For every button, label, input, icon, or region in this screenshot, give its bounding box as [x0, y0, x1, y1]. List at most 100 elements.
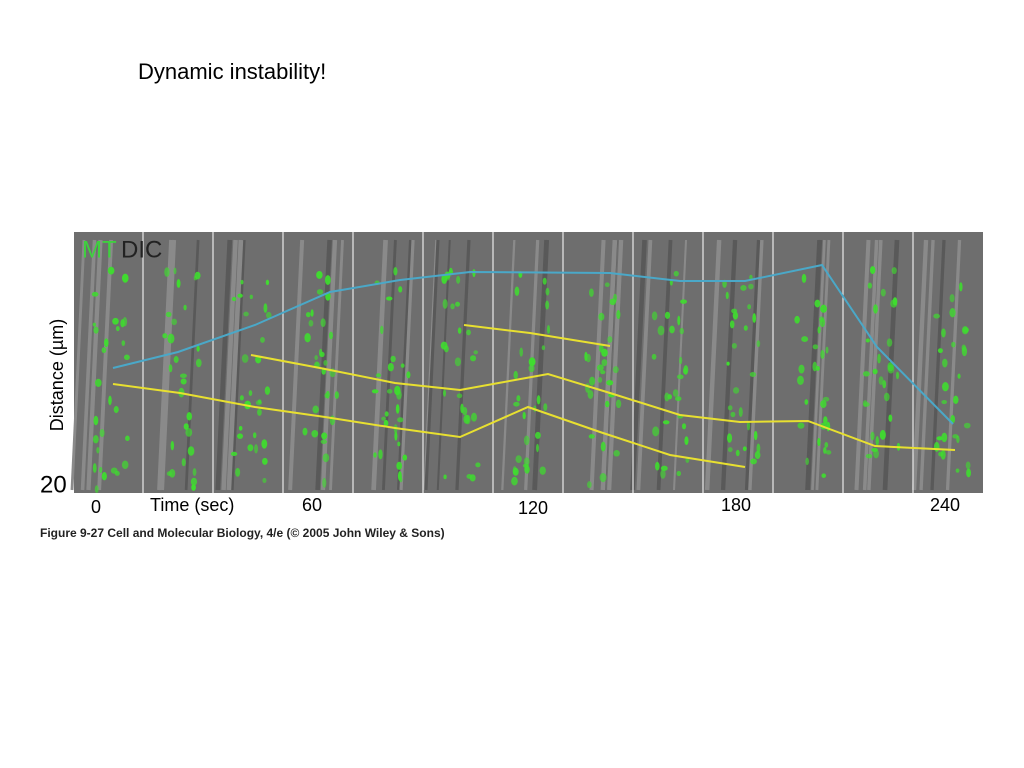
texture-streak [226, 239, 244, 491]
fluorescent-spot [750, 458, 757, 465]
fluorescent-spot [535, 443, 540, 453]
fluorescent-spot [664, 311, 671, 319]
fluorescent-spot [599, 473, 607, 483]
fluorescent-spot [400, 363, 405, 368]
fluorescent-spot [237, 433, 244, 439]
micrograph [70, 232, 983, 494]
fluorescent-spot [397, 417, 404, 423]
fluorescent-spot [651, 353, 657, 360]
fluorescent-spot [664, 392, 670, 402]
fluorescent-spot [91, 291, 99, 297]
mt-label: MT [82, 236, 117, 263]
fluorescent-spot [390, 355, 396, 363]
fluorescent-spot [870, 431, 875, 441]
fluorescent-spot [680, 299, 687, 304]
fluorescent-spot [195, 358, 202, 368]
texture-streak [805, 239, 820, 491]
fluorescent-spot [613, 450, 620, 457]
fluorescent-spot [397, 441, 401, 447]
fluorescent-spot [933, 313, 940, 319]
fluorescent-spot [878, 376, 884, 385]
fluorescent-spot [395, 404, 400, 414]
fluorescent-spot [662, 420, 670, 425]
texture-streak [945, 239, 962, 491]
fluorescent-spot [955, 468, 960, 473]
fluorescent-spot [181, 458, 186, 467]
fluorescent-spot [384, 411, 389, 417]
fluorescent-spot [323, 360, 328, 366]
fluorescent-spot [325, 390, 330, 399]
fluorescent-spot [304, 333, 311, 343]
fluorescent-spot [877, 353, 881, 364]
fluorescent-spot [740, 285, 747, 291]
fluorescent-spot [94, 485, 99, 494]
fluorescent-spot [457, 327, 462, 334]
fluorescent-spot [657, 325, 665, 336]
fluorescent-spot [676, 374, 684, 380]
fluorescent-spot [247, 444, 254, 452]
fluorescent-spot [121, 340, 126, 346]
fluorescent-spot [463, 414, 470, 424]
texture-streak [589, 239, 606, 491]
fluorescent-spot [514, 286, 520, 297]
fluorescent-spot [729, 320, 735, 329]
fluorescent-spot [966, 468, 972, 478]
texture-streak [862, 239, 879, 491]
fluorescent-spot [394, 385, 401, 396]
fluorescent-spot [679, 327, 685, 335]
fluorescent-spot [817, 326, 821, 334]
fluorescent-spot [600, 370, 606, 375]
texture-streak [157, 239, 173, 491]
fluorescent-spot [164, 267, 170, 277]
fluorescent-spot [511, 476, 518, 486]
fluorescent-spot [92, 463, 97, 473]
fluorescent-spot [951, 341, 956, 348]
texture-streak [656, 239, 673, 491]
fluorescent-spot [606, 379, 614, 386]
fluorescent-spot [183, 304, 187, 311]
fluorescent-spot [798, 364, 805, 374]
fluorescent-spot [176, 279, 181, 288]
trace [250, 354, 956, 451]
fluorescent-spot [375, 373, 382, 378]
fluorescent-spot [472, 269, 476, 278]
fluorescent-spot [92, 435, 99, 444]
fluorescent-spot [305, 312, 311, 318]
fluorescent-spot [398, 286, 403, 293]
fluorescent-spot [249, 294, 253, 300]
fluorescent-spot [462, 406, 468, 416]
fluorescent-spot [93, 415, 99, 426]
fluorescent-spot [536, 395, 541, 405]
y-axis-label: Distance (µm) [47, 319, 67, 431]
fluorescent-spot [748, 283, 754, 290]
fluorescent-spot [394, 431, 398, 441]
fluorescent-spot [371, 389, 379, 394]
texture-streak [744, 239, 761, 491]
fluorescent-spot [941, 432, 948, 443]
fluorescent-spot [746, 421, 751, 431]
fluorescent-spot [725, 291, 729, 300]
fluorescent-spot [862, 400, 868, 407]
fluorescent-spot [519, 347, 524, 357]
fluorescent-spot [545, 300, 550, 310]
fluorescent-spot [615, 399, 622, 409]
fluorescent-spot [515, 455, 522, 463]
fluorescent-spot [322, 477, 327, 488]
fluorescent-spot [466, 329, 471, 336]
fluorescent-spot [314, 355, 318, 361]
fluorescent-spot [682, 367, 688, 375]
growth-trace [112, 263, 954, 425]
texture-streak [746, 239, 764, 491]
fluorescent-spot [235, 467, 241, 477]
scale-value: 20 [40, 471, 67, 498]
fluorescent-spot [260, 337, 265, 343]
fluorescent-spot [516, 395, 521, 402]
texture-streak [630, 239, 647, 491]
fluorescent-spot [677, 315, 681, 326]
fluorescent-spot [612, 366, 619, 374]
fluorescent-spot [797, 375, 804, 385]
fluorescent-spot [825, 450, 832, 455]
fluorescent-spot [735, 449, 740, 457]
fluorescent-spot [752, 313, 757, 323]
fluorescent-spot [318, 348, 323, 357]
